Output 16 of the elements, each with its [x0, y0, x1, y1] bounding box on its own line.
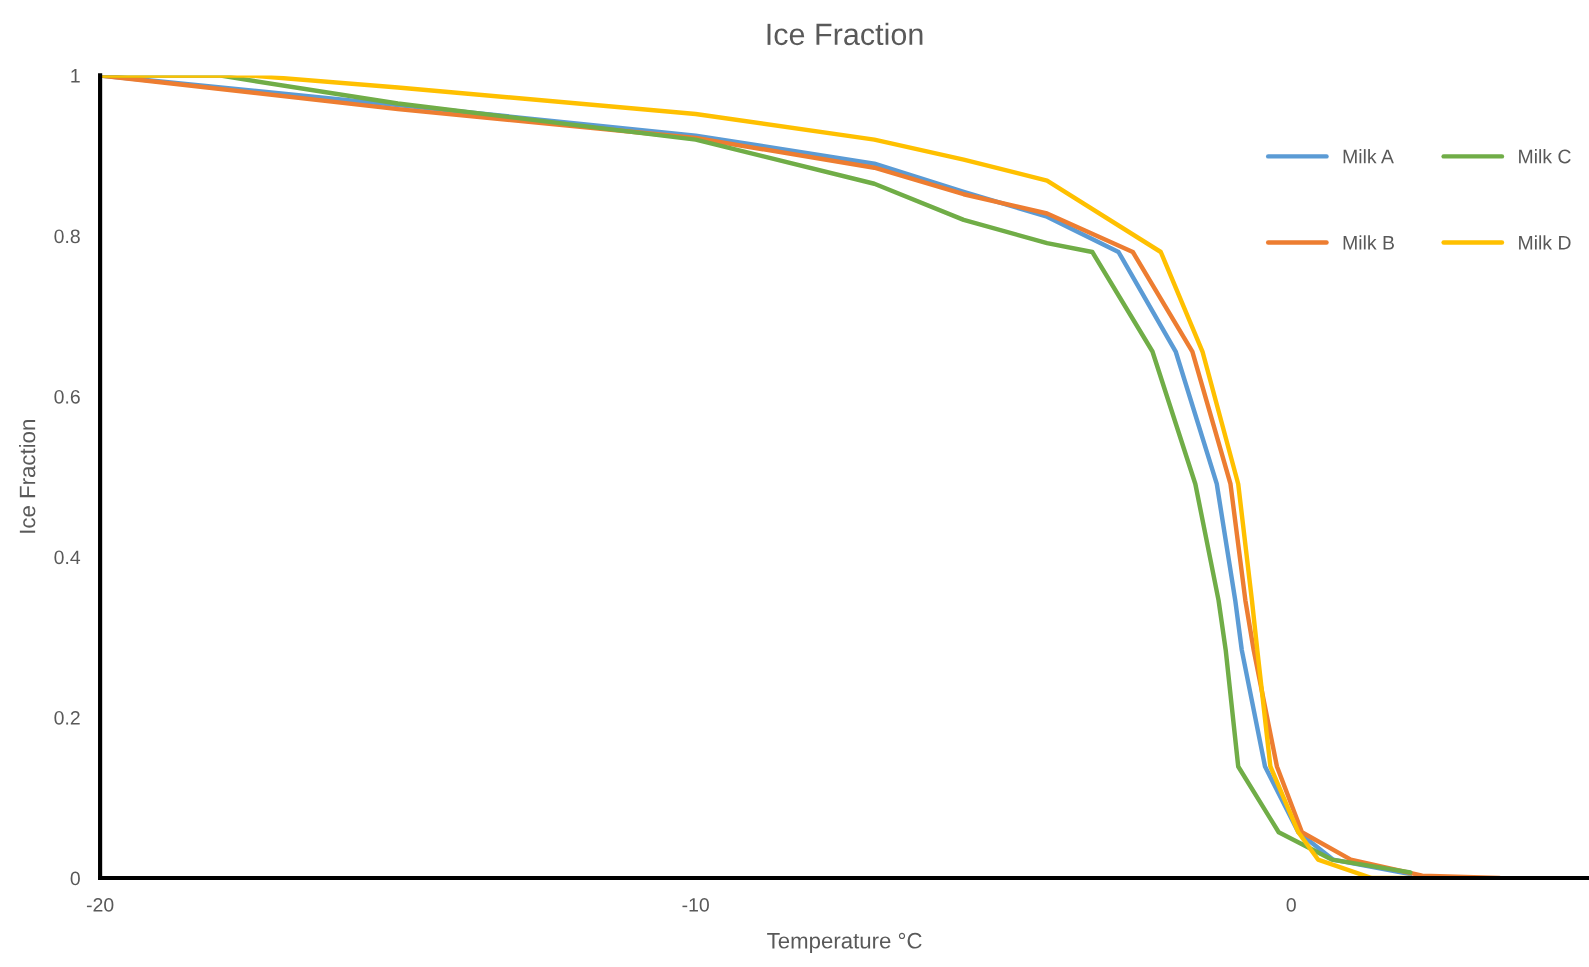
- y-tick-label: 0.4: [54, 550, 81, 565]
- legend-label: Milk B: [1343, 235, 1394, 250]
- x-axis-title: Temperature °C: [767, 932, 922, 953]
- y-axis-title: Ice Fraction: [19, 420, 36, 533]
- y-tick-label: 0.2: [54, 710, 80, 725]
- y-tick-label: 0.8: [54, 229, 80, 244]
- legend-label: Milk A: [1343, 149, 1394, 164]
- chart-title: Ice Fraction: [767, 22, 923, 46]
- y-tick-label: 0.6: [54, 389, 80, 404]
- legend-label: Milk C: [1519, 149, 1571, 164]
- y-tick-label: 0: [70, 871, 80, 886]
- x-tick-label: -10: [682, 897, 709, 912]
- x-tick-label: -20: [86, 897, 114, 912]
- legend-label: Milk D: [1519, 235, 1571, 250]
- y-tick-label: 1: [71, 69, 80, 83]
- x-tick-label: 0: [1286, 897, 1296, 912]
